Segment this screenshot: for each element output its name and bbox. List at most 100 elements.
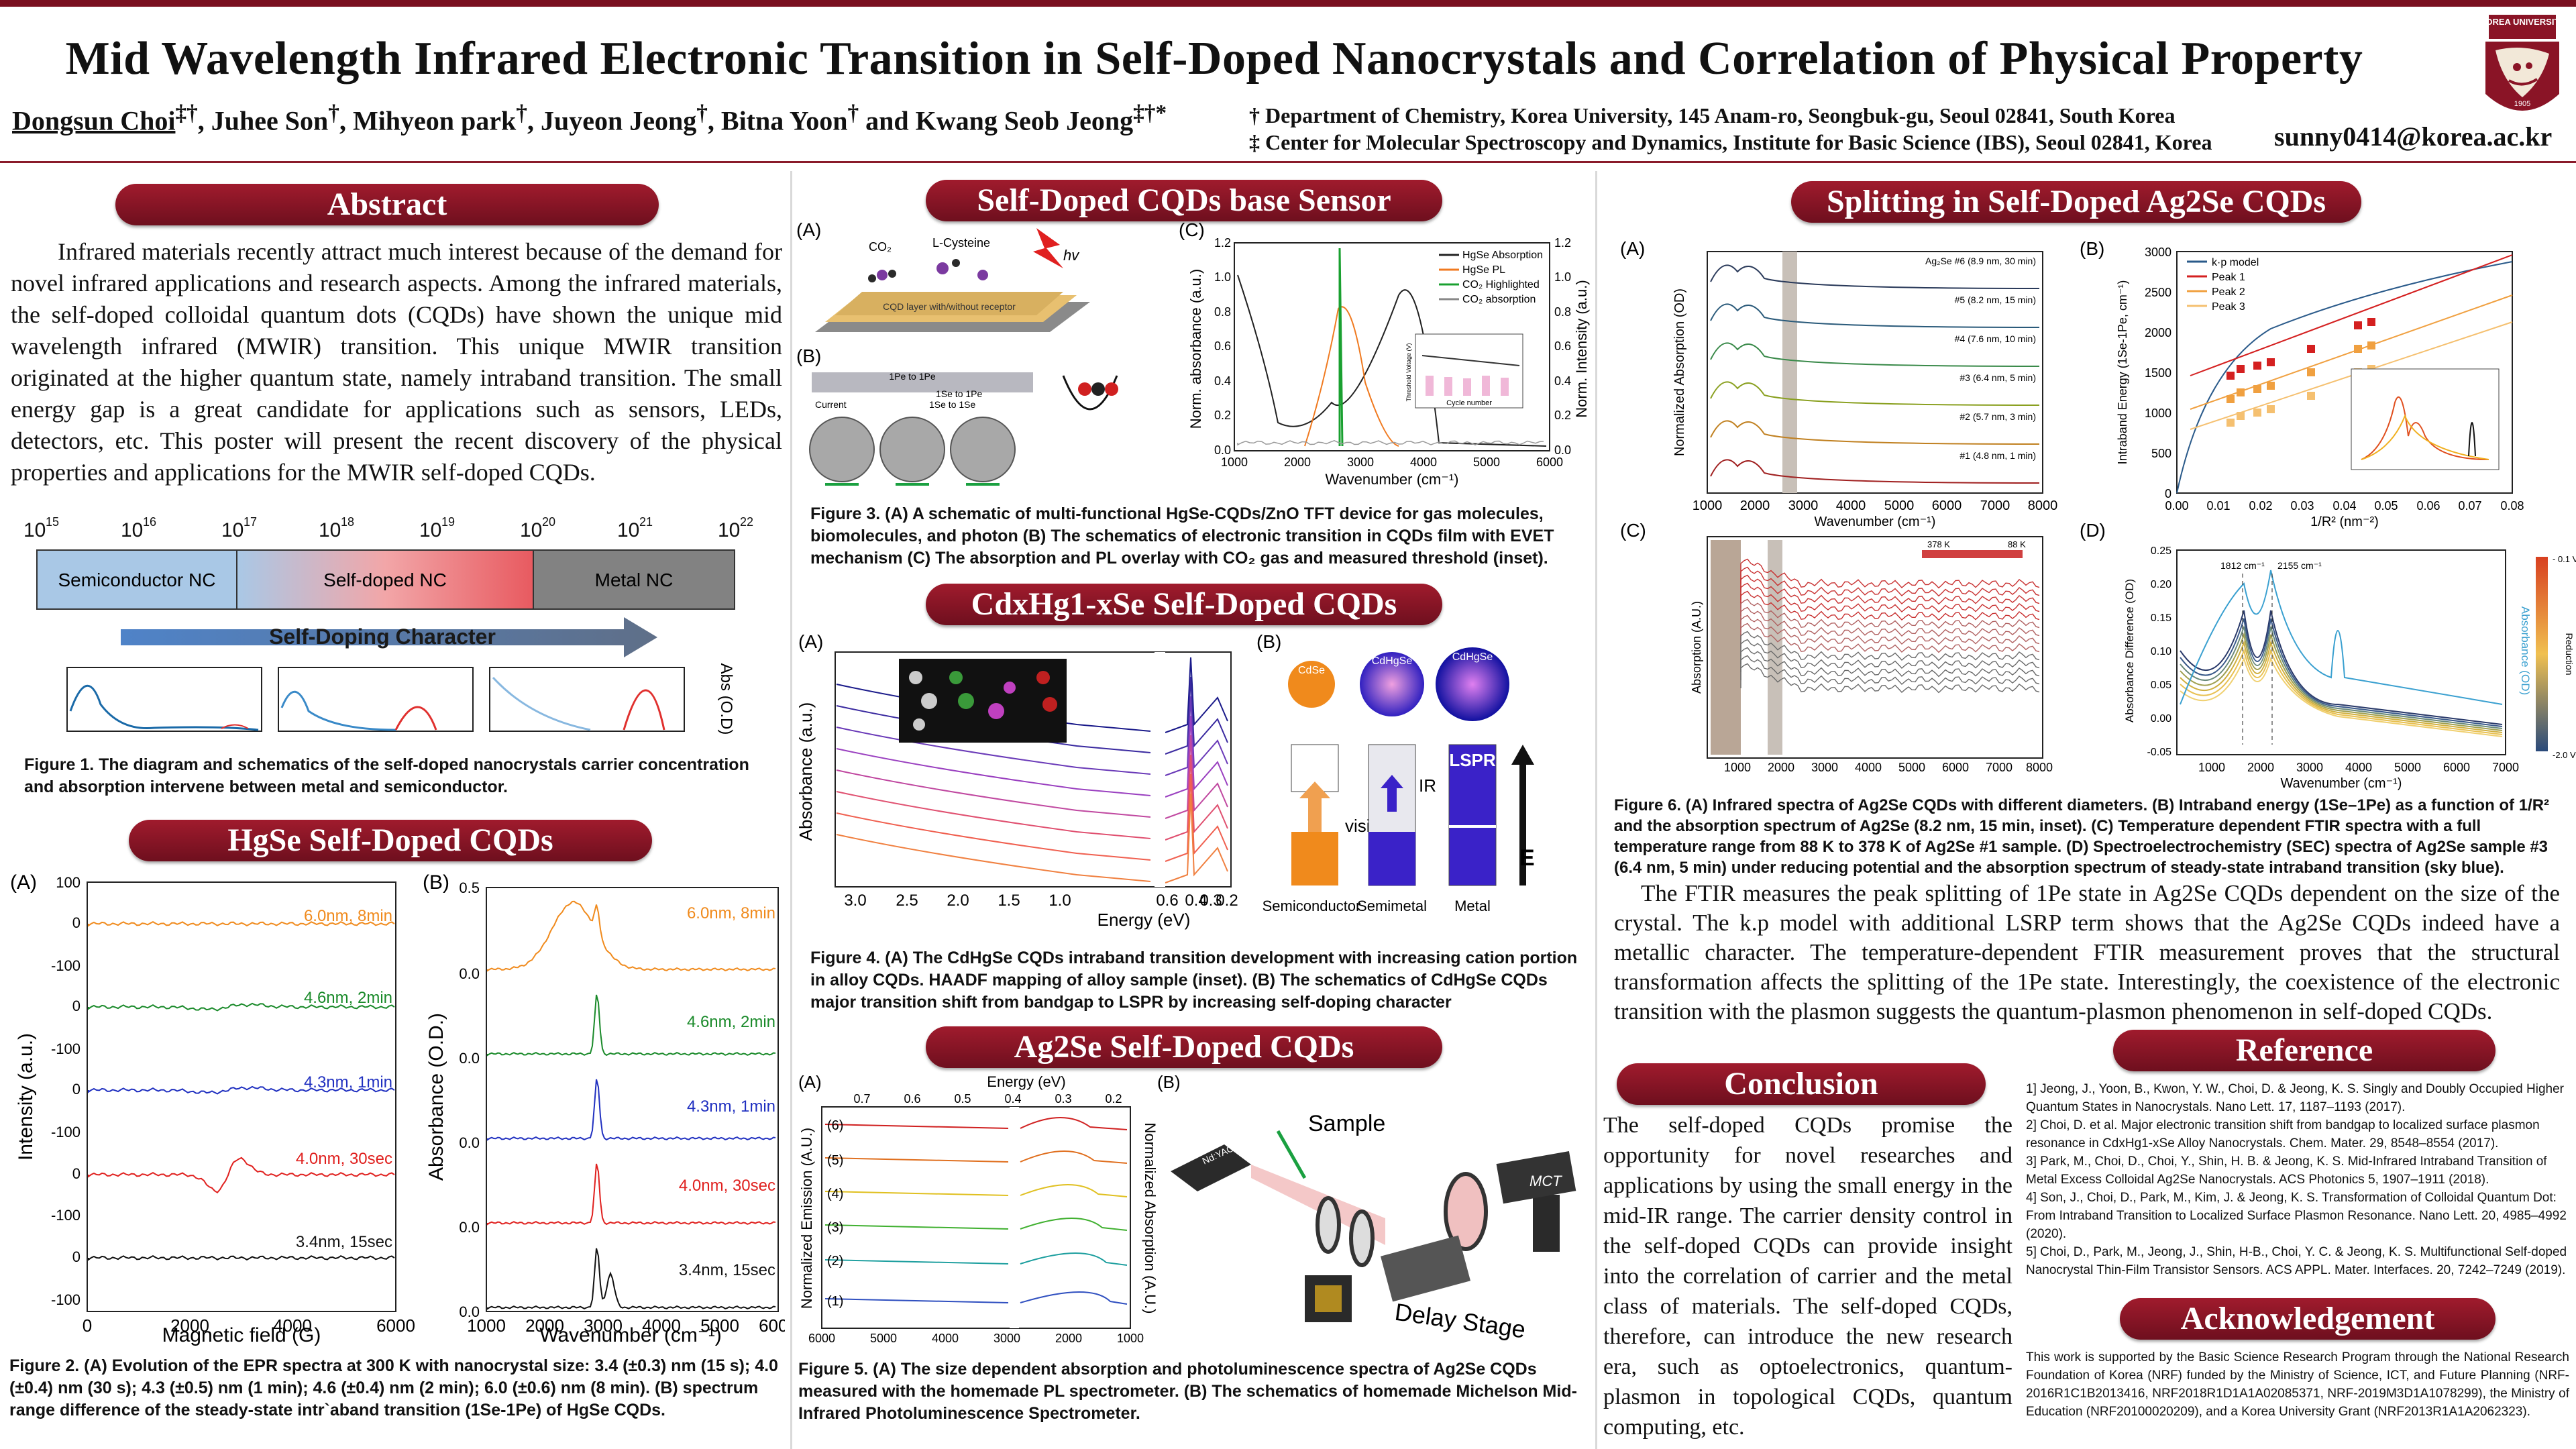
temperature-spectrum bbox=[1740, 558, 2040, 589]
svg-text:-100: -100 bbox=[51, 1291, 80, 1308]
data-point bbox=[2237, 412, 2245, 420]
svg-text:0: 0 bbox=[72, 1165, 80, 1182]
data-point bbox=[2267, 382, 2275, 390]
svg-text:0.02: 0.02 bbox=[2249, 499, 2272, 513]
absorption-curve bbox=[836, 748, 1151, 796]
svg-text:2000: 2000 bbox=[1740, 498, 1770, 513]
fit-line bbox=[2190, 254, 2513, 376]
series-label: 4.0nm, 30sec bbox=[296, 1150, 392, 1168]
svg-text:Metal: Metal bbox=[1454, 898, 1491, 914]
svg-text:0.3: 0.3 bbox=[1199, 892, 1222, 910]
arrow-label: Self-Doping Character bbox=[269, 625, 496, 649]
absorption-curve bbox=[1165, 676, 1228, 755]
svg-text:0.4: 0.4 bbox=[1185, 892, 1207, 910]
scale-exp: 19 bbox=[441, 517, 455, 529]
svg-text:0: 0 bbox=[83, 1316, 92, 1336]
splitting-text: The FTIR measures the peak splitting of … bbox=[1614, 880, 2560, 1024]
absorption-curve bbox=[824, 1157, 1009, 1163]
scale-tick: 10 bbox=[419, 519, 441, 541]
svg-text:#5 (8.2 nm, 15 min): #5 (8.2 nm, 15 min) bbox=[1955, 294, 2036, 305]
cdhgse-heading: CdxHg1-xSe Self-Doped CQDs bbox=[926, 584, 1442, 625]
svg-text:5000: 5000 bbox=[1473, 455, 1500, 469]
svg-text:Normalized Emission (A.U.): Normalized Emission (A.U.) bbox=[798, 1128, 815, 1309]
svg-text:(B): (B) bbox=[1157, 1072, 1181, 1092]
figure-5-caption: Figure 5. (A) The size dependent absorpt… bbox=[798, 1360, 1577, 1423]
svg-text:Normalized Absorption (OD): Normalized Absorption (OD) bbox=[1672, 288, 1687, 456]
svg-text:1812 cm⁻¹: 1812 cm⁻¹ bbox=[2220, 560, 2265, 571]
figure-4: (A) (B) 3.0 2.5 2.0 1.5 1.0 0.6 0.4 0.3 … bbox=[795, 631, 1593, 943]
svg-text:Reduction: Reduction bbox=[2564, 633, 2575, 675]
epr-spectrum bbox=[88, 920, 395, 927]
svg-text:LSPR: LSPR bbox=[1449, 750, 1496, 770]
svg-text:0.2: 0.2 bbox=[1214, 409, 1231, 422]
pl-line bbox=[1304, 306, 1399, 447]
reference-item: 2] Choi, D. et al. Major electronic tran… bbox=[2026, 1118, 2540, 1150]
data-point bbox=[2307, 368, 2315, 376]
svg-text:0: 0 bbox=[72, 1081, 80, 1097]
svg-text:4000: 4000 bbox=[2345, 761, 2372, 774]
svg-text:Ag₂Se #6 (8.9 nm, 30 min): Ag₂Se #6 (8.9 nm, 30 min) bbox=[1925, 256, 2036, 266]
svg-text:0.0: 0.0 bbox=[1214, 443, 1231, 457]
sec-spectrum bbox=[2180, 640, 2503, 733]
svg-text:CdHgSe: CdHgSe bbox=[1452, 651, 1493, 663]
hgse-heading: HgSe Self-Doped CQDs bbox=[129, 820, 652, 861]
svg-text:0.06: 0.06 bbox=[2416, 499, 2440, 513]
svg-text:(B): (B) bbox=[423, 871, 449, 894]
data-point bbox=[2267, 358, 2275, 366]
svg-text:7000: 7000 bbox=[1986, 761, 2012, 774]
temperature-ftir-spectra bbox=[1740, 558, 2040, 694]
legend-label: HgSe Absorption bbox=[1462, 250, 1543, 261]
splitting-heading: Splitting in Self-Doped Ag2Se CQDs bbox=[1791, 181, 2361, 223]
svg-text:(4): (4) bbox=[827, 1187, 843, 1201]
svg-text:3000: 3000 bbox=[1788, 498, 1819, 513]
svg-text:6000: 6000 bbox=[1932, 498, 1962, 513]
reference-item: 5] Choi, D., Park, M., Jeong, J., Shin, … bbox=[2026, 1245, 2567, 1277]
series-label: 3.4nm, 15sec bbox=[296, 1233, 392, 1251]
figure-3: (A) (B) (C) CQD layer with/without recep… bbox=[795, 219, 1593, 496]
acknowledgement-heading: Acknowledgement bbox=[2120, 1298, 2496, 1340]
svg-text:2000: 2000 bbox=[2145, 326, 2171, 339]
svg-text:0.2: 0.2 bbox=[1105, 1092, 1122, 1106]
contact-email[interactable]: sunny0414@korea.ac.kr bbox=[2274, 121, 2553, 152]
svg-text:(B): (B) bbox=[2080, 238, 2104, 259]
scale-exp: 18 bbox=[341, 517, 354, 529]
svg-text:1.0: 1.0 bbox=[1214, 270, 1231, 284]
scale-tick: 10 bbox=[121, 519, 143, 541]
svg-text:0.20: 0.20 bbox=[2151, 579, 2171, 590]
svg-text:Sample: Sample bbox=[1308, 1111, 1385, 1136]
svg-text:0.00: 0.00 bbox=[2151, 713, 2171, 724]
scale-tick: 10 bbox=[520, 519, 542, 541]
svg-text:#4 (7.6 nm, 10 min): #4 (7.6 nm, 10 min) bbox=[1955, 333, 2036, 344]
svg-text:Semimetal: Semimetal bbox=[1357, 898, 1427, 914]
svg-text:0.08: 0.08 bbox=[2500, 499, 2524, 513]
absorbance-spectrum bbox=[487, 900, 776, 972]
series-label: 6.0nm, 8min bbox=[687, 904, 775, 922]
svg-text:5000: 5000 bbox=[2394, 761, 2421, 774]
epr-spectrum bbox=[88, 1085, 395, 1095]
svg-text:(B): (B) bbox=[796, 345, 821, 366]
svg-text:100: 100 bbox=[56, 874, 80, 891]
temperature-spectrum bbox=[1740, 623, 2040, 653]
absorption-curve bbox=[1165, 715, 1228, 798]
reference-item: 1] Jeong, J., Yoon, B., Kwon, Y. W., Cho… bbox=[2026, 1082, 2564, 1114]
temperature-spectrum bbox=[1740, 582, 2040, 613]
emission-curve bbox=[1020, 1150, 1128, 1164]
data-point bbox=[2307, 392, 2315, 400]
legend-label: k·p model bbox=[2212, 257, 2259, 268]
svg-text:7000: 7000 bbox=[2492, 761, 2519, 774]
svg-text:0: 0 bbox=[72, 998, 80, 1014]
conclusion-heading: Conclusion bbox=[1617, 1063, 1986, 1105]
svg-text:Absorption (A.U.): Absorption (A.U.) bbox=[1690, 601, 1703, 694]
svg-text:3000: 3000 bbox=[1347, 455, 1374, 469]
svg-text:1.5: 1.5 bbox=[998, 892, 1020, 910]
svg-text:4000: 4000 bbox=[1855, 761, 1882, 774]
svg-text:Wavenumber (cm⁻¹): Wavenumber (cm⁻¹) bbox=[1325, 471, 1458, 488]
svg-text:0.0: 0.0 bbox=[459, 965, 480, 982]
svg-text:2155 cm⁻¹: 2155 cm⁻¹ bbox=[2277, 560, 2322, 571]
pl-absorption-spectra bbox=[824, 1117, 1128, 1305]
svg-text:MCT: MCT bbox=[1529, 1173, 1562, 1189]
svg-text:0.4: 0.4 bbox=[1004, 1092, 1021, 1106]
svg-text:0.0: 0.0 bbox=[459, 1303, 480, 1320]
svg-text:5000: 5000 bbox=[870, 1332, 897, 1345]
svg-text:0.6: 0.6 bbox=[1554, 339, 1571, 353]
